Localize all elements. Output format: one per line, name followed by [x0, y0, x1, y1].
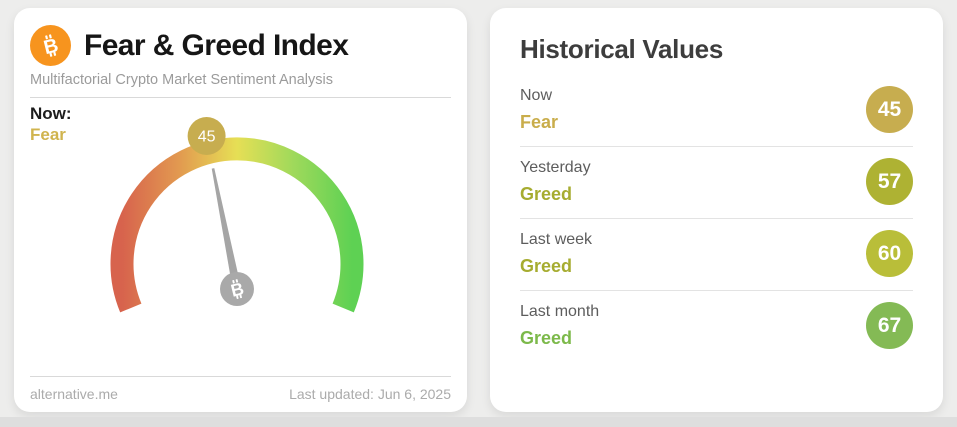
value-badge: 57 [866, 158, 913, 205]
row-classification: Greed [520, 327, 573, 348]
gauge-card-footer: alternative.me Last updated: Jun 6, 2025 [30, 376, 451, 402]
bitcoin-icon [30, 25, 71, 66]
gauge-card-title: Fear & Greed Index [84, 28, 349, 62]
historical-row-last-month: Last month Greed 67 [520, 291, 913, 362]
row-classification: Greed [520, 255, 573, 276]
gauge-needle [211, 168, 242, 295]
gauge-pivot [219, 272, 254, 306]
current-value-block: Now: Fear [30, 103, 72, 146]
gauge: 45 [77, 104, 397, 354]
fear-greed-gauge-card: Fear & Greed Index Multifactorial Crypto… [14, 8, 467, 412]
source-link[interactable]: alternative.me [30, 386, 118, 402]
historical-values-card: Historical Values Now Fear 45 Yesterday … [490, 8, 943, 412]
value-badge: 60 [866, 230, 913, 277]
page-bottom-strip [0, 417, 957, 427]
header-divider [30, 97, 451, 98]
row-label: Yesterday [520, 158, 591, 176]
row-classification: Greed [520, 183, 573, 204]
last-updated-text: Last updated: Jun 6, 2025 [289, 386, 451, 402]
gauge-arc [110, 137, 363, 313]
historical-card-title: Historical Values [520, 34, 724, 64]
value-badge: 67 [866, 302, 913, 349]
gauge-card-header: Fear & Greed Index [14, 8, 467, 66]
gauge-value-badge: 45 [187, 117, 226, 155]
historical-row-last-week: Last week Greed 60 [520, 219, 913, 291]
row-label: Last week [520, 230, 593, 248]
row-label: Now [520, 86, 553, 104]
gauge-card-subtitle: Multifactorial Crypto Market Sentiment A… [30, 72, 333, 88]
now-classification: Fear [30, 125, 66, 145]
historical-rows: Now Fear 45 Yesterday Greed 57 Last week… [490, 65, 943, 362]
historical-row-yesterday: Yesterday Greed 57 [520, 147, 913, 219]
gauge-value-text: 45 [197, 129, 215, 146]
now-label: Now: [30, 104, 72, 123]
historical-row-now: Now Fear 45 [520, 75, 913, 147]
value-badge: 45 [866, 86, 913, 133]
row-label: Last month [520, 302, 600, 320]
row-classification: Fear [520, 111, 559, 132]
